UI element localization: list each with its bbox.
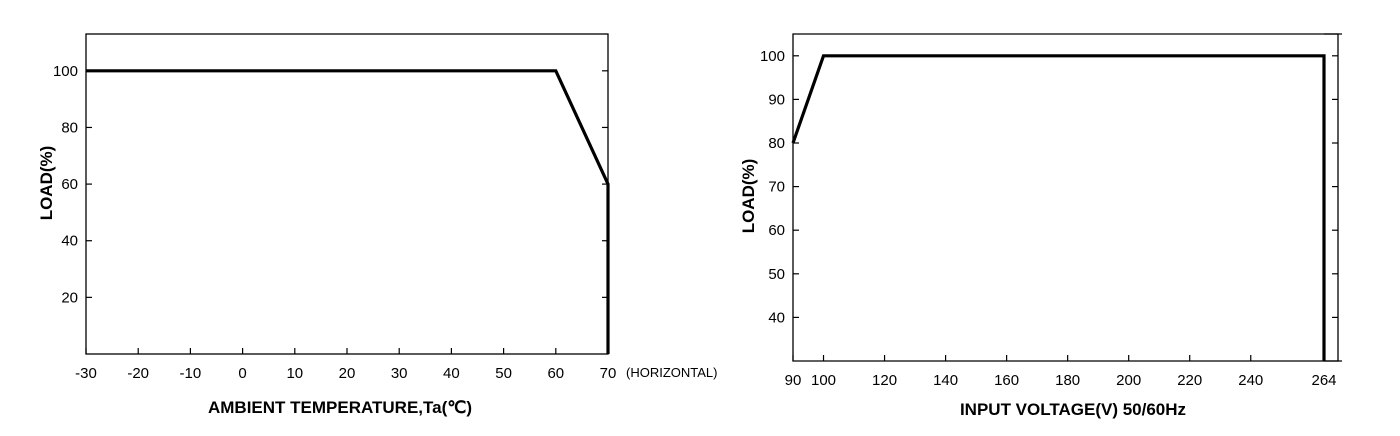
derating-curve <box>86 69 610 354</box>
x-tick-label: 200 <box>1116 372 1141 389</box>
y-tick-label: 40 <box>768 309 785 326</box>
y-tick-label: 80 <box>768 135 785 152</box>
y-axis-title: LOAD(%) <box>37 146 56 221</box>
y-tick-label: 100 <box>760 48 785 65</box>
y-tick-label: 60 <box>768 222 785 239</box>
x-tick-label: 264 <box>1311 372 1336 389</box>
right-axis-bracket <box>1324 33 1339 362</box>
y-tick-label: 70 <box>768 179 785 196</box>
plot-frame <box>85 33 609 355</box>
x-tick-label: 240 <box>1238 372 1263 389</box>
plot-frame <box>792 33 1342 362</box>
y-axis-title: LOAD(%) <box>739 159 758 234</box>
y-tick-label: 60 <box>61 176 78 193</box>
x-tick-label: 50 <box>495 365 512 382</box>
x-tick-label: 180 <box>1055 372 1080 389</box>
x-tick-label: 0 <box>238 365 246 382</box>
x-tick-label: 20 <box>339 365 356 382</box>
y-tick-label: 100 <box>53 63 78 80</box>
x-axis-note: (HORIZONTAL) <box>626 365 717 380</box>
x-axis-title: INPUT VOLTAGE(V) 50/60Hz <box>960 400 1186 419</box>
x-tick-label: -30 <box>75 365 97 382</box>
x-tick-label: -20 <box>127 365 149 382</box>
y-tick-label: 40 <box>61 233 78 250</box>
x-tick-label: 140 <box>933 372 958 389</box>
x-tick-label: 220 <box>1177 372 1202 389</box>
x-tick-label: 90 <box>785 372 802 389</box>
y-tick-label: 90 <box>768 91 785 108</box>
x-tick-label: 40 <box>443 365 460 382</box>
x-axis-title: AMBIENT TEMPERATURE,Ta(℃) <box>208 398 472 417</box>
x-tick-label: 30 <box>391 365 408 382</box>
y-tick-label: 20 <box>61 289 78 306</box>
derating-curve <box>791 54 1326 361</box>
x-tick-label: 60 <box>547 365 564 382</box>
x-tick-label: 120 <box>872 372 897 389</box>
y-tick-label: 50 <box>768 266 785 283</box>
x-tick-label: 160 <box>994 372 1019 389</box>
chart-2: 90 100 120 140 160 180 200 220 240 264 40 50 60 70 80 9… <box>739 33 1342 419</box>
y-tick-label: 80 <box>61 119 78 136</box>
chart-1: -30 -20 -10 0 10 20 30 40 50 60 70 20 40 60 80 100 (HORI… <box>37 33 717 417</box>
x-tick-label: 70 <box>600 365 617 382</box>
x-tick-label: -10 <box>180 365 202 382</box>
x-tick-label: 10 <box>286 365 303 382</box>
x-tick-label: 100 <box>811 372 836 389</box>
